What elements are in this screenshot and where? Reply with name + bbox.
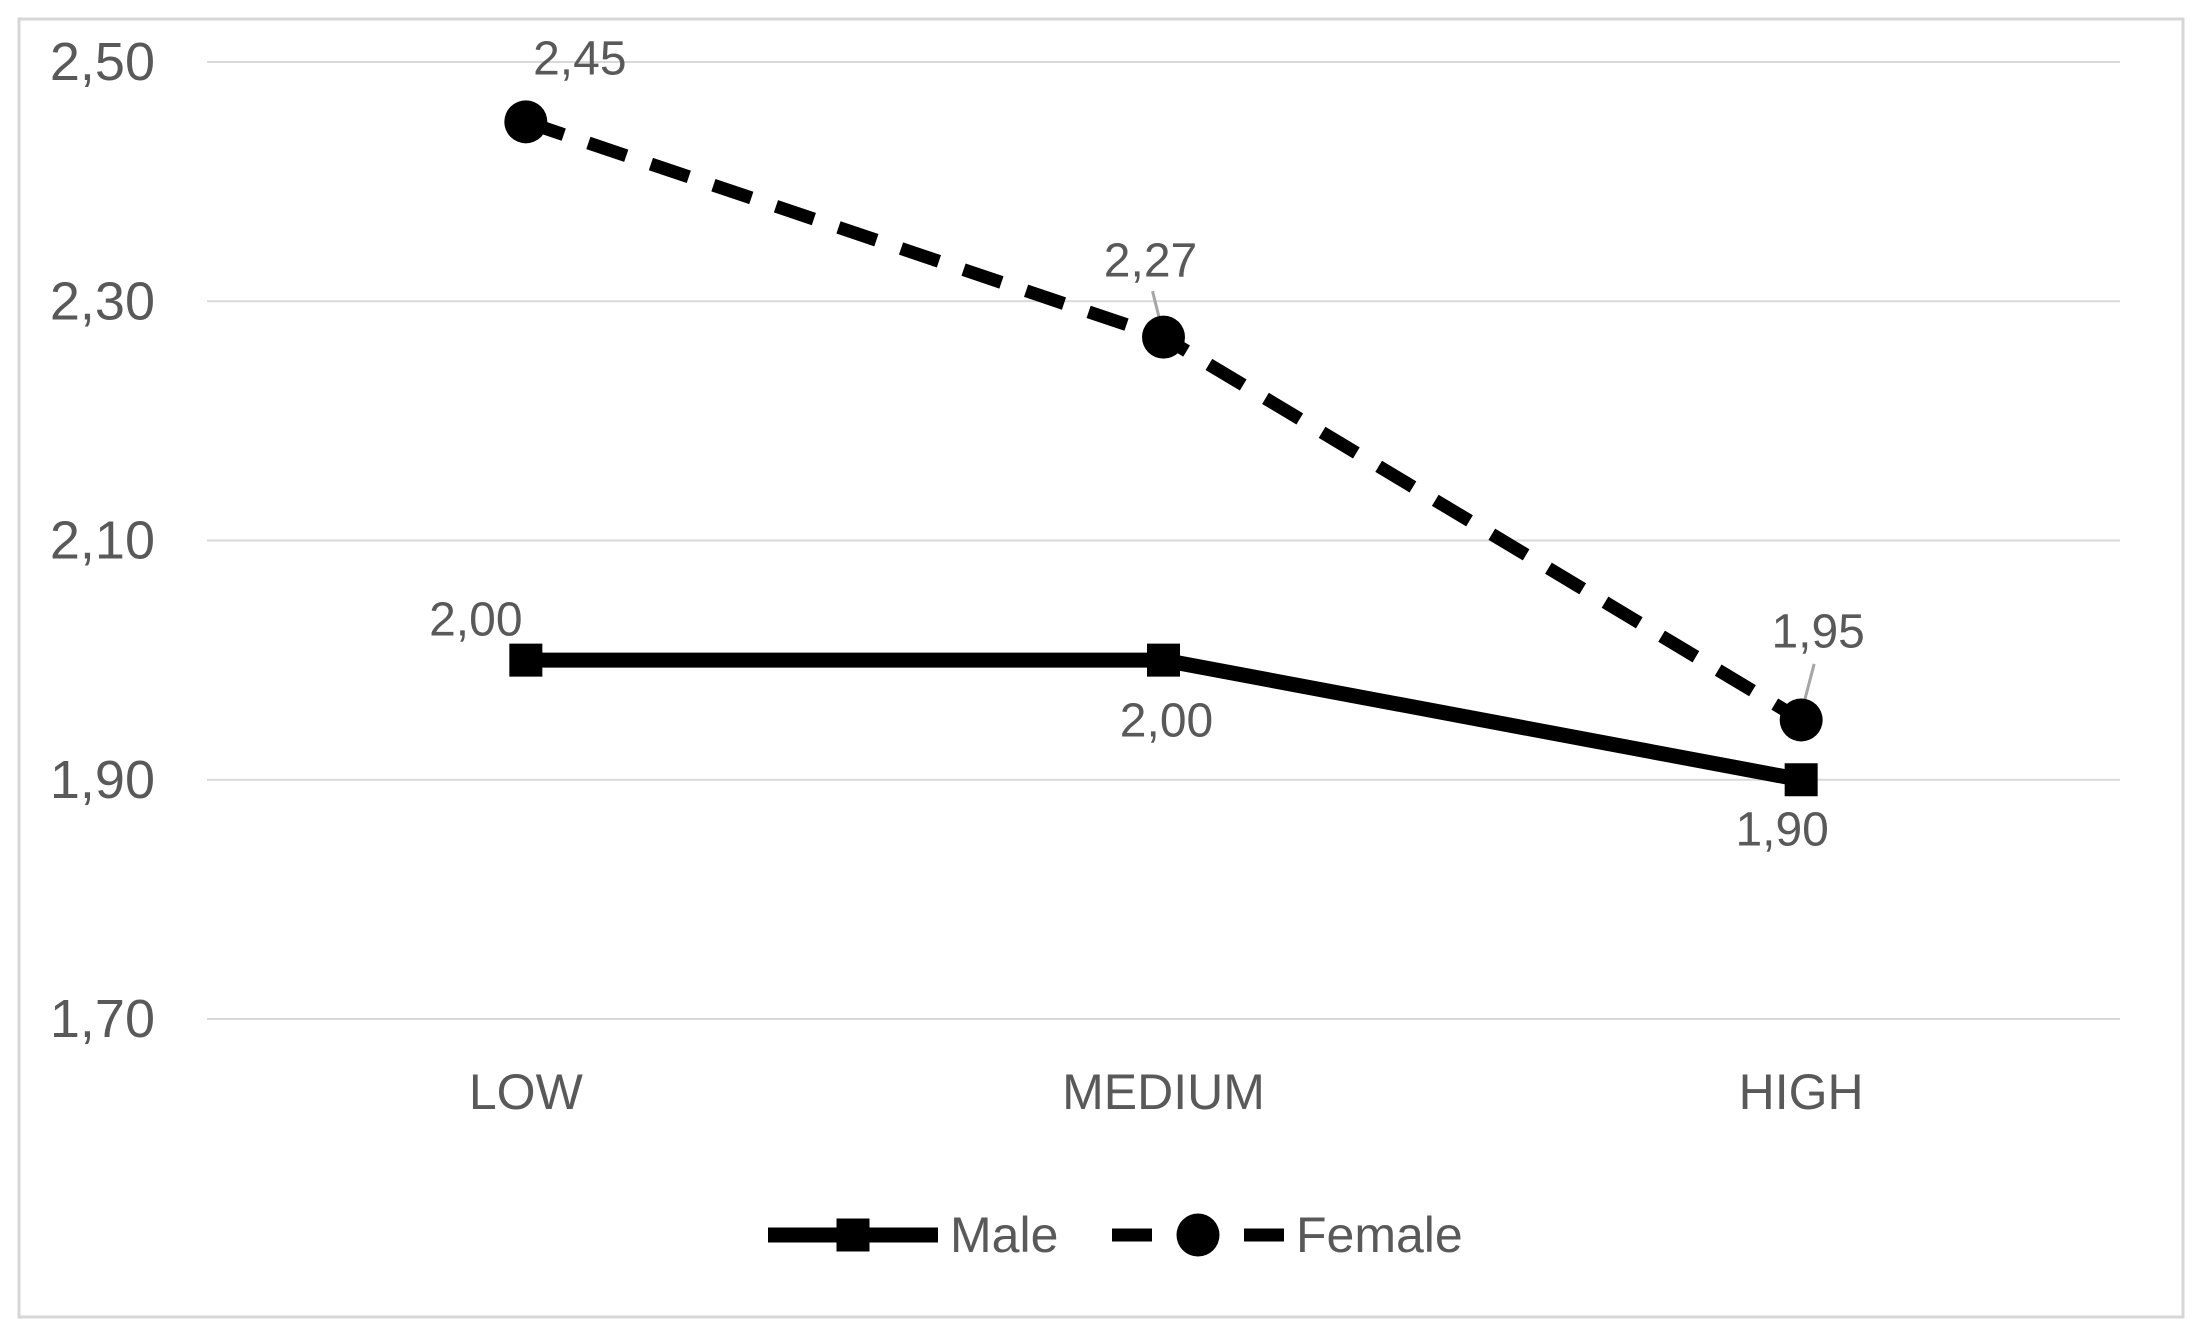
legend-female-circle-icon xyxy=(1176,1213,1220,1257)
male-marker xyxy=(1147,643,1180,677)
legend-label-male: Male xyxy=(950,1207,1058,1263)
female-marker xyxy=(1142,315,1185,359)
x-axis-category-label: LOW xyxy=(469,1064,584,1120)
gridlines xyxy=(207,61,2120,1020)
female-marker xyxy=(1779,698,1823,742)
y-axis-tick-label: 1,70 xyxy=(50,989,155,1049)
chart-border xyxy=(17,17,2185,1319)
legend-item-female: Female xyxy=(1112,1207,1463,1263)
x-axis-category-labels: LOW MEDIUM HIGH xyxy=(469,1064,1864,1120)
male-series: 2,00 2,00 1,90 xyxy=(429,594,1829,857)
y-axis-tick-label: 2,50 xyxy=(50,32,155,92)
female-marker xyxy=(504,100,548,144)
data-label-male: 2,00 xyxy=(429,594,522,647)
x-axis-category-label: HIGH xyxy=(1739,1064,1864,1120)
y-axis-tick-labels: 2,50 2,30 2,10 1,90 1,70 xyxy=(50,32,155,1049)
legend-item-male: Male xyxy=(768,1207,1058,1263)
y-axis-tick-label: 1,90 xyxy=(50,750,155,810)
legend-male-square-icon xyxy=(836,1218,870,1252)
x-axis-category-label: MEDIUM xyxy=(1062,1064,1265,1120)
male-marker xyxy=(509,643,543,677)
female-series-line xyxy=(523,115,1805,726)
y-axis-tick-label: 2,10 xyxy=(50,511,155,571)
male-marker xyxy=(1784,763,1818,797)
legend-label-female: Female xyxy=(1296,1207,1463,1263)
data-label-male: 1,90 xyxy=(1735,803,1828,856)
y-axis-tick-label: 2,30 xyxy=(50,271,155,331)
data-label-female: 2,45 xyxy=(533,32,626,85)
female-series: 2,45 2,27 1,95 xyxy=(504,32,1865,742)
data-label-female: 2,27 xyxy=(1104,235,1197,288)
data-label-male: 2,00 xyxy=(1120,695,1213,748)
data-label-female: 1,95 xyxy=(1771,605,1864,658)
legend: Male Female xyxy=(768,1207,1463,1263)
